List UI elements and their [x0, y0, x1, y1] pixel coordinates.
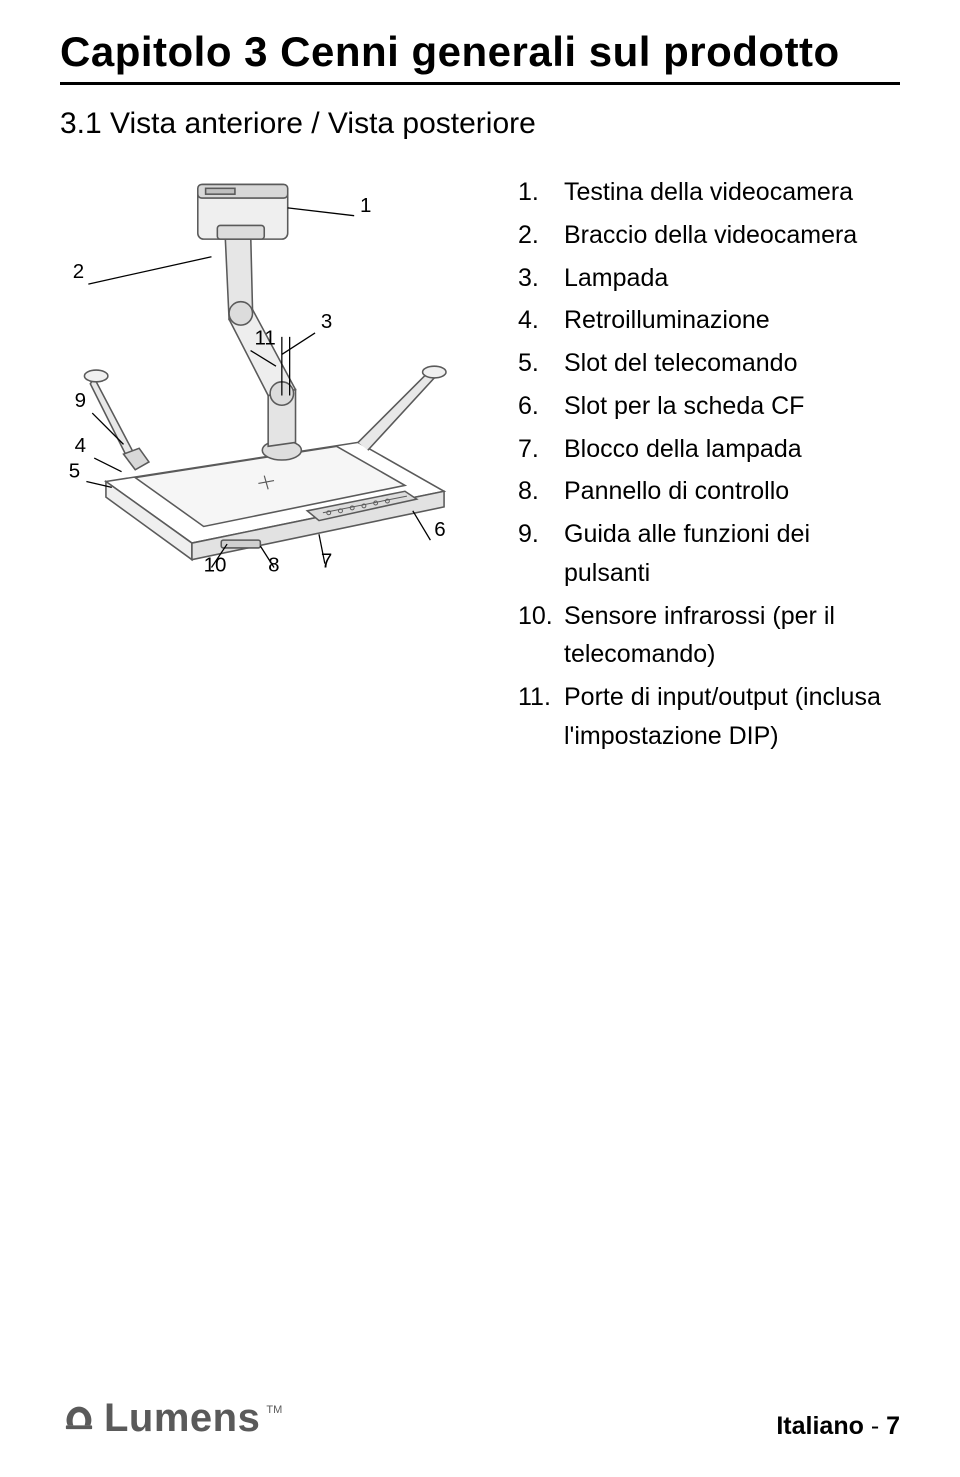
- list-item: 11.Porte di input/output (inclusa l'impo…: [518, 678, 900, 756]
- list-item: 2.Braccio della videocamera: [518, 216, 900, 255]
- parts-list: 1.Testina della videocamera 2.Braccio de…: [518, 173, 900, 756]
- list-item: 9.Guida alle funzioni dei pulsanti: [518, 515, 900, 593]
- list-item: 4.Retroilluminazione: [518, 301, 900, 340]
- list-item: 5.Slot del telecomando: [518, 344, 900, 383]
- product-diagram: 1 2 3 4 5 6 7 8 9 10 11: [60, 159, 490, 594]
- callout-1: 1: [360, 194, 371, 217]
- list-item: 7.Blocco della lampada: [518, 430, 900, 469]
- callout-7: 7: [321, 550, 332, 573]
- list-item: 3.Lampada: [518, 259, 900, 298]
- list-item: 6.Slot per la scheda CF: [518, 387, 900, 426]
- callout-10: 10: [204, 553, 227, 576]
- callout-8: 8: [268, 553, 279, 576]
- chapter-title: Capitolo 3 Cenni generali sul prodotto: [60, 28, 900, 85]
- list-item: 1.Testina della videocamera: [518, 173, 900, 212]
- list-item: 10.Sensore infrarossi (per il telecomand…: [518, 597, 900, 675]
- page-number: Italiano - 7: [776, 1412, 900, 1441]
- lumens-icon: [60, 1401, 98, 1431]
- brand-logo: Lumens TM: [60, 1396, 282, 1441]
- callout-4: 4: [75, 434, 86, 457]
- list-item: 8.Pannello di controllo: [518, 472, 900, 511]
- callout-2: 2: [73, 260, 84, 283]
- callout-3: 3: [321, 310, 332, 333]
- section-title: 3.1 Vista anteriore / Vista posteriore: [60, 107, 900, 141]
- callout-5: 5: [69, 460, 80, 483]
- callout-11: 11: [254, 327, 275, 350]
- callout-6: 6: [434, 518, 445, 541]
- brand-text: Lumens: [104, 1396, 260, 1441]
- callout-9: 9: [75, 389, 86, 412]
- document-camera-illustration: 1 2 3 4 5 6 7 8 9 10 11: [60, 159, 490, 589]
- trademark-label: TM: [266, 1404, 282, 1416]
